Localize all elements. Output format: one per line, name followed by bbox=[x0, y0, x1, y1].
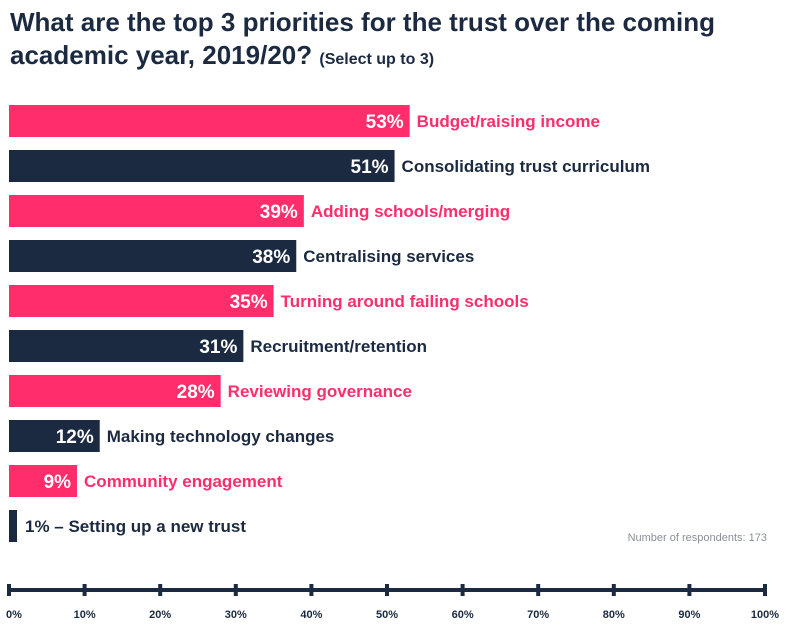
chart-title: What are the top 3 priorities for the tr… bbox=[10, 6, 780, 76]
bar-value-label: 31% bbox=[199, 337, 237, 358]
category-label: Consolidating trust curriculum bbox=[402, 157, 650, 176]
category-label: Reviewing governance bbox=[228, 382, 412, 401]
bar-value-label: 53% bbox=[366, 112, 404, 133]
bar-value-label: 28% bbox=[177, 382, 215, 403]
bar-centralising-services bbox=[9, 240, 297, 272]
x-tick-label: 20% bbox=[149, 609, 171, 621]
bars-group: 53% Budget/raising income 51% Consolidating… bbox=[9, 105, 650, 542]
category-label: Budget/raising income bbox=[417, 112, 600, 131]
bar-value-label: 39% bbox=[260, 202, 298, 223]
x-tick-label: 90% bbox=[678, 609, 700, 621]
chart-title-sub: (Select up to 3) bbox=[319, 51, 435, 68]
x-tick-label: 40% bbox=[300, 609, 322, 621]
x-tick-label: 10% bbox=[74, 609, 96, 621]
x-tick-label: 80% bbox=[603, 609, 625, 621]
bar-adding-schools-merging bbox=[9, 195, 304, 227]
bar-community-engagement bbox=[9, 465, 78, 497]
x-tick-label: 0% bbox=[6, 609, 22, 621]
category-label: Making technology changes bbox=[107, 427, 335, 446]
chart-title-main: What are the top 3 priorities for the tr… bbox=[10, 7, 715, 70]
bar-consolidating-trust-curriculum bbox=[9, 150, 395, 182]
bar-turning-around-failing-schools bbox=[9, 285, 274, 317]
bar-value-label: 51% bbox=[351, 157, 389, 178]
category-label: Recruitment/retention bbox=[250, 337, 427, 356]
bar-reviewing-governance bbox=[9, 375, 221, 407]
category-label: Centralising services bbox=[303, 247, 474, 266]
category-label: Turning around failing schools bbox=[281, 292, 529, 311]
x-tick-label: 100% bbox=[751, 609, 779, 621]
x-axis: 0% 10% 20% 30% 40% 50% 60% 70% 80% 90% 100% bbox=[6, 584, 779, 621]
x-tick-label: 60% bbox=[452, 609, 474, 621]
bar-value-label: 9% bbox=[44, 472, 72, 493]
x-tick-label: 70% bbox=[527, 609, 549, 621]
category-label: Adding schools/merging bbox=[311, 202, 510, 221]
bar-budget-raising-income bbox=[9, 105, 410, 137]
respondents-note: Number of respondents: 173 bbox=[628, 532, 767, 544]
category-label: 1% – Setting up a new trust bbox=[25, 517, 246, 536]
x-tick-label: 50% bbox=[376, 609, 398, 621]
bar-recruitment-retention bbox=[9, 330, 244, 362]
bar-value-label: 35% bbox=[230, 292, 268, 313]
bar-setting-up-a-new-trust bbox=[9, 510, 17, 542]
bar-value-label: 12% bbox=[56, 427, 94, 448]
category-label: Community engagement bbox=[84, 472, 283, 491]
bar-value-label: 38% bbox=[252, 247, 290, 268]
x-tick-label: 30% bbox=[225, 609, 247, 621]
bar-making-technology-changes bbox=[9, 420, 100, 452]
